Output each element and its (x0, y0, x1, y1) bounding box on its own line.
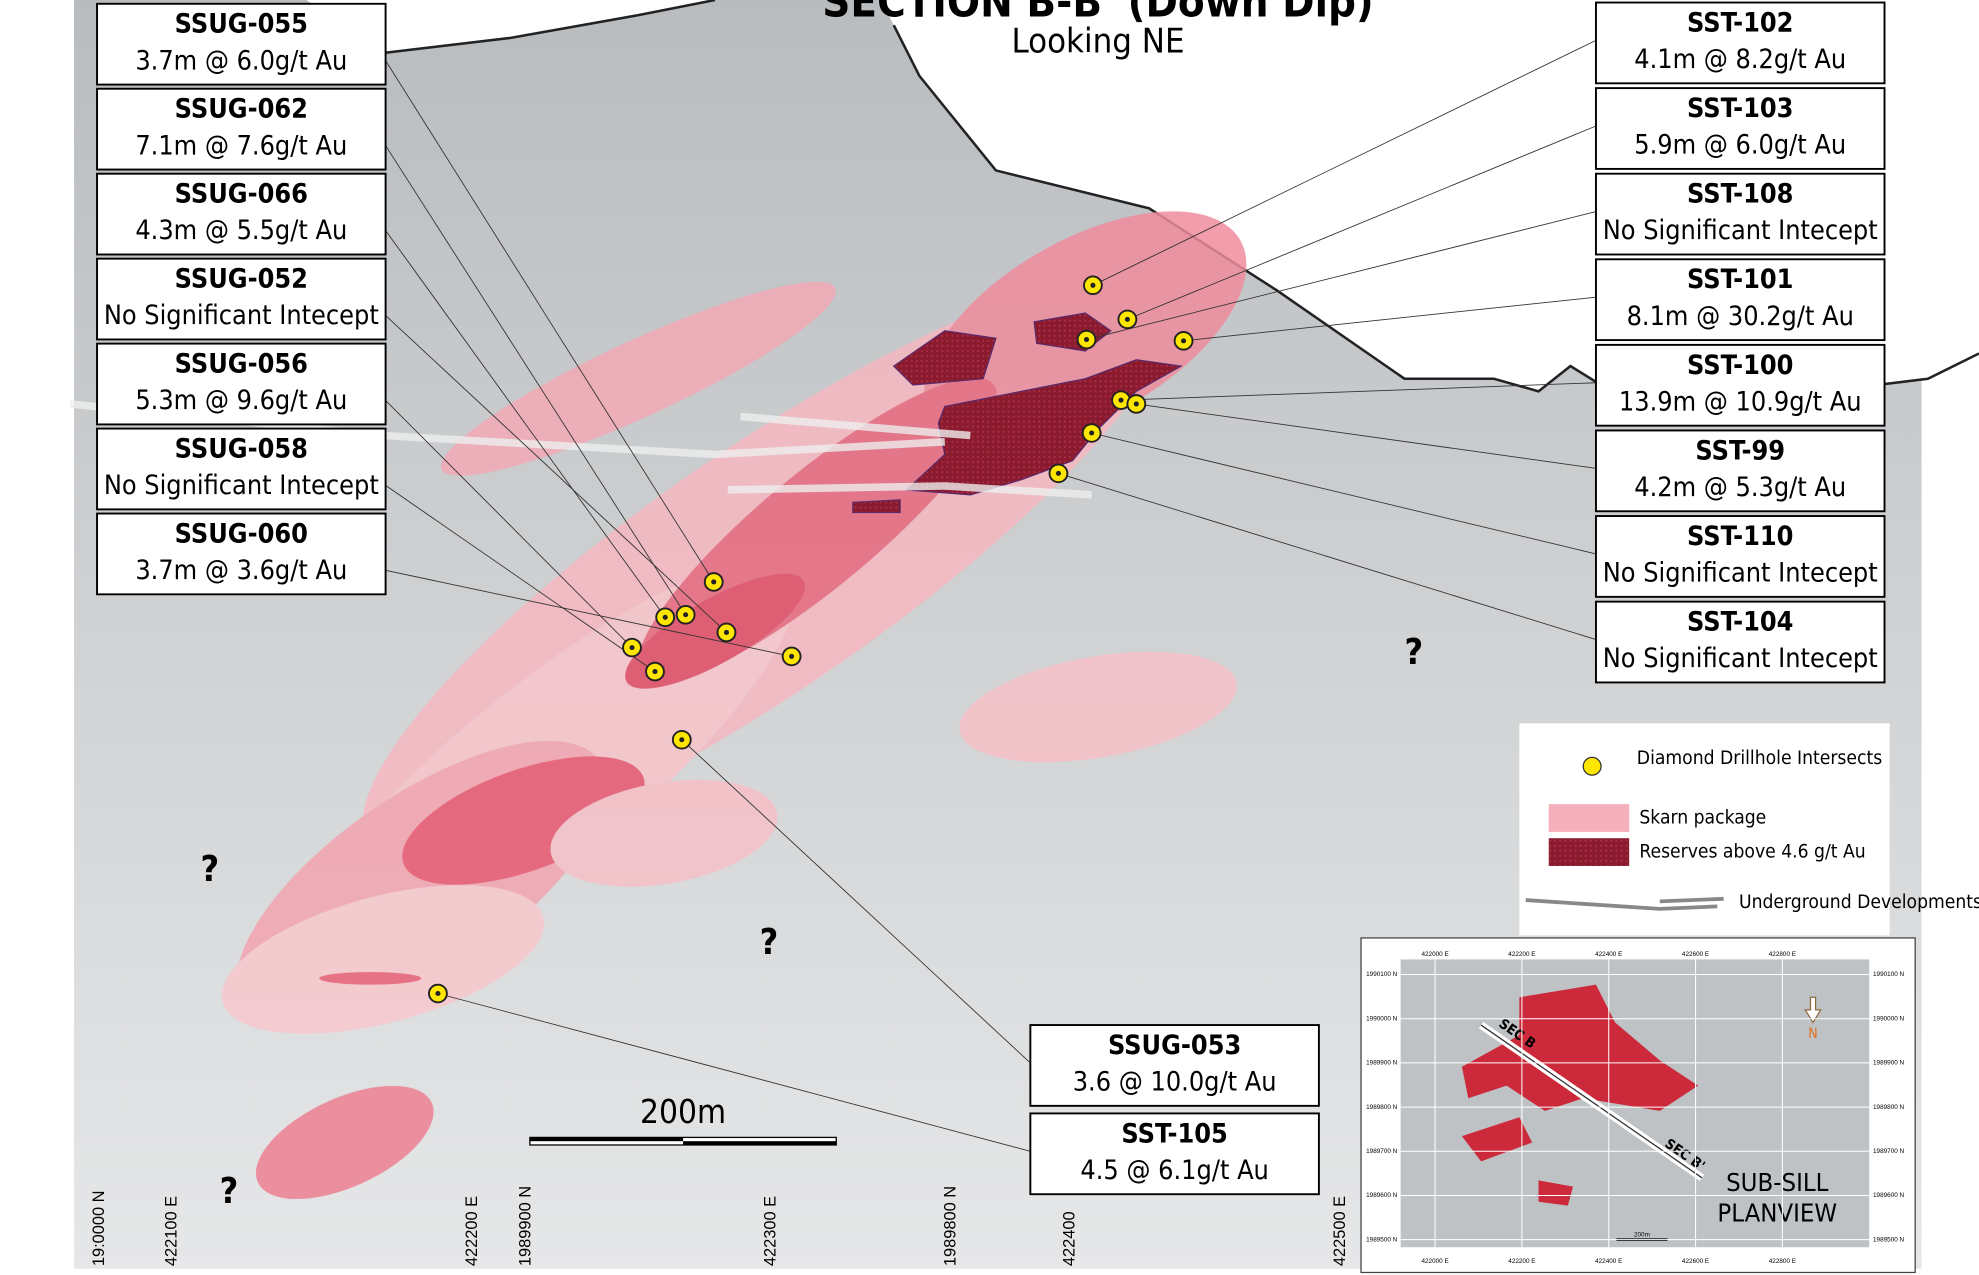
intersect-core (679, 737, 684, 742)
intercept: 8.1m @ 30.2g/t Au (1627, 301, 1854, 332)
intercept: 5.3m @ 9.6g/t Au (135, 385, 347, 416)
hole-id: SST-104 (1687, 607, 1793, 638)
intercept: 4.1m @ 8.2g/t Au (1634, 44, 1846, 75)
inset-title: PLANVIEW (1717, 1198, 1837, 1228)
hole-id: SSUG-053 (1108, 1030, 1241, 1061)
coordinate-label: 422300 E (761, 1196, 779, 1266)
hole-id: SST-100 (1687, 350, 1793, 381)
intercept: 3.7m @ 6.0g/t Au (135, 45, 347, 76)
intercept: No Significant Intecept (1603, 643, 1878, 674)
hole-id: SSUG-058 (175, 434, 308, 465)
coordinate-label: 422100 E (163, 1196, 181, 1266)
intersect-core (1181, 338, 1186, 343)
inset-title: SUB-SILL (1726, 1167, 1829, 1197)
intercept: No Significant Intecept (104, 300, 379, 331)
coordinate-label: 422200 E (463, 1196, 481, 1266)
scale-label: 200m (640, 1092, 726, 1131)
hole-id: SSUG-060 (175, 519, 308, 550)
northing: 1989600 N (1366, 1192, 1398, 1199)
hole-id: SST-108 (1687, 179, 1793, 210)
intersect-core (711, 579, 716, 584)
hole-id: SST-101 (1687, 264, 1793, 295)
question-mark: ? (220, 1171, 239, 1212)
intersect-core (663, 615, 668, 620)
intercept: 7.1m @ 7.6g/t Au (135, 130, 347, 161)
intersect-core (1125, 317, 1130, 322)
hole-id: SST-105 (1121, 1118, 1227, 1149)
legend-label: Diamond Drillhole Intersects (1637, 747, 1882, 769)
easting: 422400 E (1595, 1258, 1622, 1265)
intercept: No Significant Intecept (1603, 558, 1878, 589)
intersect-core (652, 669, 657, 674)
northing: 1989900 N (1366, 1060, 1398, 1067)
intercept: 13.9m @ 10.9g/t Au (1619, 387, 1862, 418)
hole-id: SST-110 (1687, 521, 1793, 552)
question-mark: ? (1404, 632, 1423, 673)
northing: 1990100 N (1366, 971, 1398, 978)
hole-id: SST-103 (1687, 93, 1793, 124)
inset-scale: 200m (1634, 1231, 1650, 1238)
northing: 1989800 N (1366, 1104, 1398, 1111)
legend-label: Skarn package (1639, 807, 1766, 829)
intercept: 4.3m @ 5.5g/t Au (135, 215, 347, 246)
hole-id: SSUG-056 (175, 349, 308, 380)
easting: 422000 E (1421, 1258, 1448, 1265)
intersect-core (1089, 430, 1094, 435)
intersect-core (1090, 283, 1095, 288)
hole-id: SSUG-055 (175, 9, 308, 40)
northing: 1990000 N (1873, 1015, 1905, 1022)
hole-id: SSUG-066 (175, 179, 308, 210)
northing: 1989600 N (1873, 1192, 1905, 1199)
subtitle: Looking NE (1011, 22, 1184, 62)
easting: 422400 E (1595, 951, 1622, 958)
intersect-core (1134, 401, 1139, 406)
northing: 1990000 N (1366, 1015, 1398, 1022)
easting: 422200 E (1508, 951, 1535, 958)
easting: 422200 E (1508, 1258, 1535, 1265)
easting: 422000 E (1421, 951, 1448, 958)
easting: 422600 E (1682, 951, 1709, 958)
intercept: 3.7m @ 3.6g/t Au (135, 555, 347, 586)
hole-id: SSUG-062 (175, 94, 308, 125)
intercept: 5.9m @ 6.0g/t Au (1634, 130, 1846, 161)
intersect-core (1084, 337, 1089, 342)
question-mark: ? (200, 849, 219, 890)
coordinate-label: 1989900 N (516, 1186, 534, 1266)
coordinate-label: 422500 E (1331, 1196, 1349, 1266)
legend-label: Reserves above 4.6 g/t Au (1639, 841, 1865, 863)
intercept: No Significant Intecept (104, 470, 379, 501)
intersect-core (683, 612, 688, 617)
northing: 1989700 N (1366, 1148, 1398, 1155)
intersect-core (724, 630, 729, 635)
easting: 422600 E (1682, 1258, 1709, 1265)
northing: 1989500 N (1873, 1236, 1905, 1243)
section-map: SECTION B-B' (Down Dip) Looking NE SSUG-… (0, 0, 1979, 1275)
intercept: 4.5 @ 6.1g/t Au (1080, 1155, 1268, 1186)
northing: 1989900 N (1873, 1060, 1905, 1067)
question-mark: ? (760, 922, 779, 963)
hole-id: SSUG-052 (175, 264, 308, 295)
coordinate-label: 422400 (1060, 1211, 1078, 1266)
intersect-core (789, 654, 794, 659)
northing: 1989500 N (1366, 1236, 1398, 1243)
northing: 1989700 N (1873, 1148, 1905, 1155)
intercept: No Significant Intecept (1603, 215, 1878, 246)
intersect-core (435, 991, 440, 996)
intercept: 3.6 @ 10.0g/t Au (1073, 1067, 1277, 1098)
easting: 422800 E (1769, 1258, 1796, 1265)
coordinate-label: 19:0000 N (90, 1190, 108, 1266)
intersect-core (1056, 471, 1061, 476)
intersect-core (1118, 398, 1123, 403)
legend-label: Underground Developments (1739, 891, 1979, 913)
inset-planview: SUB-SILLPLANVIEWSEC BSEC B'N200m422000 E… (1361, 938, 1915, 1273)
north-label: N (1808, 1026, 1817, 1042)
intersect-core (629, 645, 634, 650)
hole-id: SST-102 (1687, 8, 1793, 39)
northing: 1990100 N (1873, 971, 1905, 978)
easting: 422800 E (1769, 951, 1796, 958)
coordinate-label: 1989800 N (942, 1186, 960, 1266)
hole-id: SST-99 (1695, 436, 1785, 467)
northing: 1989800 N (1873, 1104, 1905, 1111)
intercept: 4.2m @ 5.3g/t Au (1634, 472, 1846, 503)
